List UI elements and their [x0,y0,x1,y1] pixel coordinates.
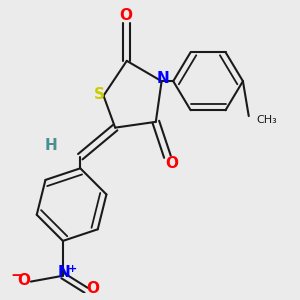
Text: O: O [165,157,178,172]
Text: +: + [68,264,77,274]
Text: −: − [11,268,23,283]
Text: O: O [119,8,132,23]
Text: CH₃: CH₃ [256,116,277,125]
Text: H: H [45,138,58,153]
Text: S: S [94,87,105,102]
Text: O: O [86,281,99,296]
Text: N: N [58,266,71,280]
Text: O: O [17,273,30,288]
Text: N: N [157,71,169,86]
